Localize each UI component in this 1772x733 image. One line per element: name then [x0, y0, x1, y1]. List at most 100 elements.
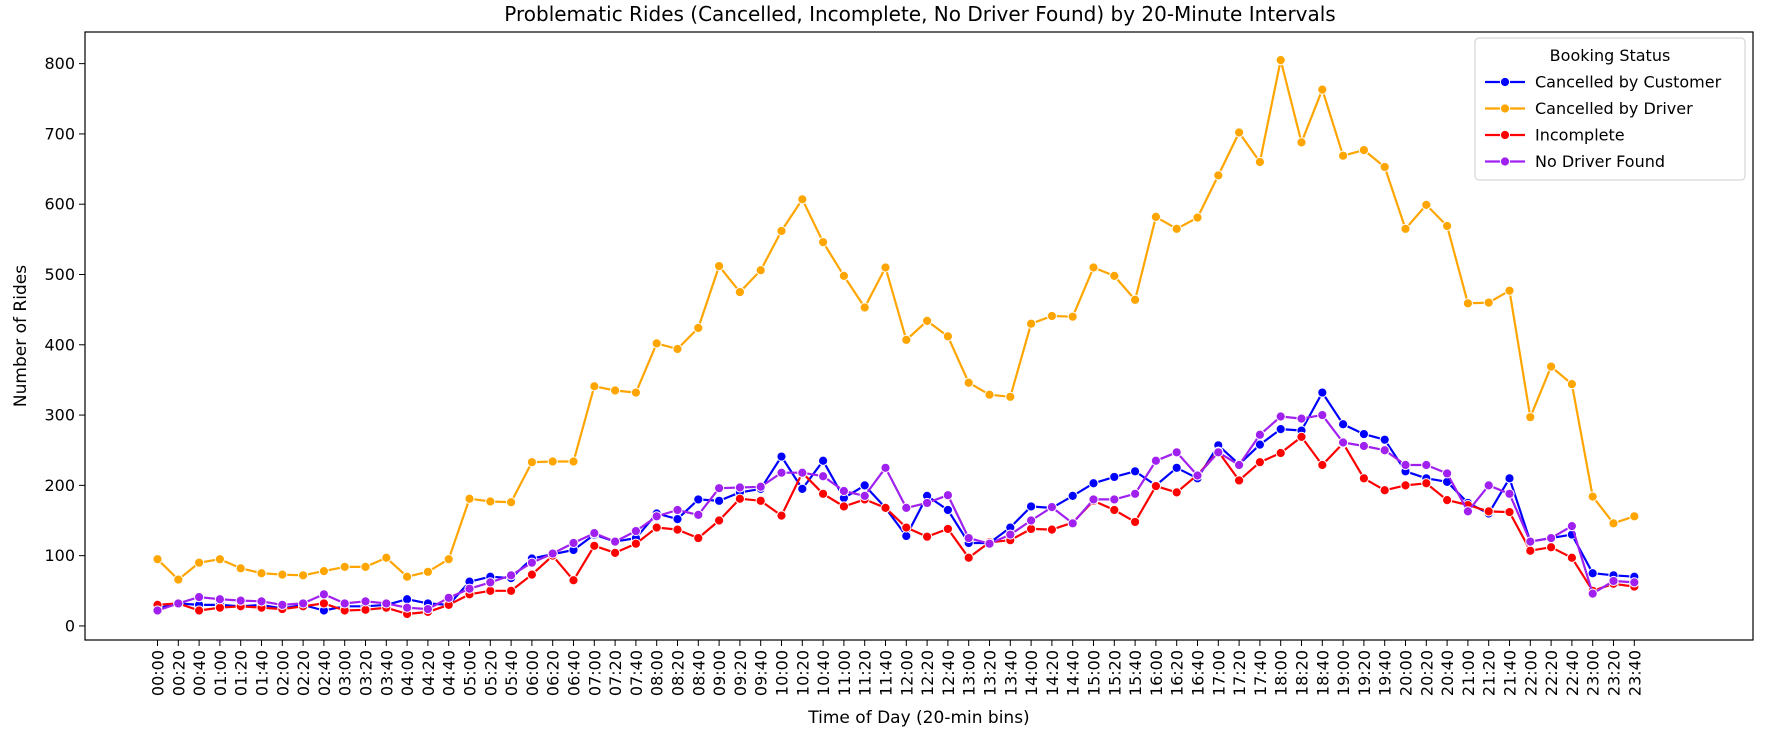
- data-point: [734, 286, 746, 298]
- data-point: [1254, 439, 1266, 450]
- data-point: [859, 302, 870, 313]
- x-tick-label: 16:40: [1189, 650, 1208, 696]
- y-tick-label: 400: [44, 335, 75, 354]
- data-point: [1275, 55, 1286, 66]
- data-point: [1088, 262, 1099, 273]
- data-point: [1005, 529, 1016, 540]
- y-tick-label: 500: [44, 265, 75, 284]
- data-point: [1150, 211, 1162, 222]
- data-point: [797, 467, 808, 478]
- data-point: [901, 530, 912, 542]
- x-axis: 00:00 00:20 00:40 01:00 01:20 01:40 02:00 02:20…: [149, 640, 1644, 696]
- legend-swatch-marker: [1499, 103, 1511, 114]
- legend-label: No Driver Found: [1535, 152, 1665, 171]
- data-point: [1109, 270, 1120, 282]
- data-point: [194, 605, 205, 616]
- data-point: [901, 502, 912, 513]
- data-point: [942, 331, 954, 342]
- data-point: [838, 501, 850, 512]
- data-point: [1566, 521, 1578, 532]
- chart-title: Problematic Rides (Cancelled, Incomplete…: [504, 2, 1335, 26]
- data-point: [277, 599, 288, 610]
- data-point: [1462, 506, 1474, 517]
- data-point: [506, 497, 517, 508]
- data-point: [1109, 494, 1120, 505]
- x-tick-label: 17:20: [1230, 650, 1249, 696]
- data-point: [1546, 542, 1557, 553]
- y-tick-label: 700: [44, 124, 75, 143]
- y-tick-label: 0: [65, 616, 75, 635]
- data-point: [1483, 297, 1494, 308]
- data-point: [1088, 494, 1099, 505]
- data-point: [1379, 445, 1390, 456]
- data-point: [942, 523, 954, 535]
- data-point: [734, 482, 746, 493]
- data-point: [1130, 294, 1141, 305]
- x-tick-label: 21:00: [1459, 650, 1478, 696]
- data-point: [1150, 455, 1162, 466]
- data-point: [1546, 361, 1557, 372]
- data-point: [1462, 298, 1474, 309]
- data-point: [942, 490, 954, 501]
- data-point: [818, 488, 829, 499]
- data-point: [1234, 127, 1245, 138]
- data-point: [589, 528, 600, 539]
- data-point: [672, 343, 683, 355]
- x-tick-label: 14:20: [1043, 650, 1062, 696]
- data-point: [630, 525, 642, 537]
- data-point: [318, 598, 329, 609]
- data-point: [1171, 462, 1182, 473]
- x-tick-label: 22:20: [1542, 650, 1561, 696]
- data-point: [901, 522, 912, 533]
- legend-entry: Cancelled by Driver: [1485, 99, 1693, 118]
- x-tick-label: 22:00: [1521, 650, 1540, 696]
- data-point: [1046, 502, 1058, 513]
- data-point: [651, 338, 662, 349]
- x-tick-label: 19:00: [1334, 650, 1353, 696]
- data-point: [776, 451, 787, 462]
- data-point: [734, 493, 746, 504]
- x-tick-label: 03:20: [357, 650, 376, 696]
- data-point: [1067, 490, 1078, 502]
- data-point: [776, 467, 787, 478]
- data-point: [526, 557, 538, 568]
- data-point: [963, 552, 974, 563]
- series-line: [157, 414, 1635, 612]
- data-point: [693, 322, 704, 334]
- data-point: [1275, 424, 1286, 435]
- data-point: [1254, 457, 1266, 468]
- data-point: [1338, 419, 1349, 430]
- x-tick-label: 01:00: [211, 650, 230, 696]
- x-tick-label: 12:20: [918, 650, 937, 696]
- data-point: [984, 389, 995, 400]
- data-point: [1379, 161, 1390, 173]
- x-tick-label: 11:20: [856, 650, 875, 696]
- x-tick-label: 06:20: [544, 650, 563, 696]
- data-point: [339, 598, 350, 609]
- data-point: [1130, 516, 1141, 528]
- x-tick-label: 07:00: [585, 650, 604, 696]
- x-tick-label: 02:00: [273, 650, 292, 696]
- data-point: [1026, 318, 1037, 329]
- x-tick-label: 16:20: [1168, 650, 1187, 696]
- data-point: [360, 604, 371, 615]
- data-point: [1296, 431, 1307, 442]
- data-point: [443, 554, 454, 565]
- x-tick-label: 09:00: [710, 650, 729, 696]
- data-point: [1483, 480, 1494, 491]
- data-point: [922, 315, 933, 326]
- x-tick-label: 04:00: [398, 650, 417, 696]
- data-point: [1587, 568, 1598, 579]
- data-point: [1317, 387, 1328, 398]
- data-point: [1608, 518, 1619, 529]
- data-point: [693, 509, 704, 520]
- data-point: [1608, 575, 1619, 587]
- x-tick-label: 03:40: [377, 650, 396, 696]
- x-tick-label: 02:40: [315, 650, 334, 696]
- series-cancelled-by-driver: [152, 55, 1640, 585]
- data-point: [402, 571, 413, 582]
- data-point: [610, 536, 621, 547]
- data-point: [714, 260, 725, 272]
- x-tick-label: 08:40: [689, 650, 708, 696]
- data-point: [1400, 223, 1411, 234]
